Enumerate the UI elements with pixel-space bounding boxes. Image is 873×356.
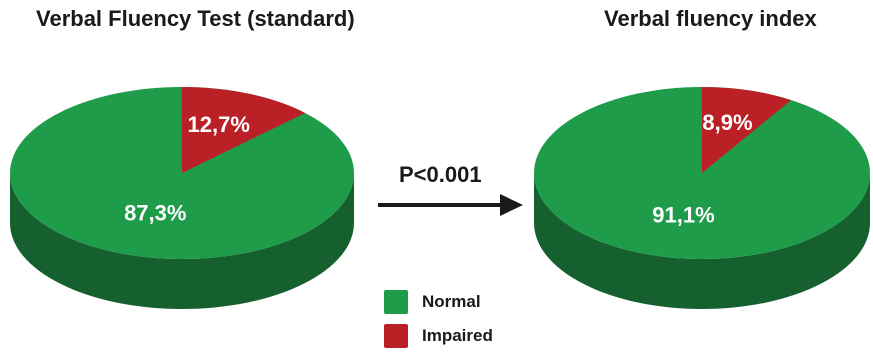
- pie-label-impaired-1: 8,9%: [702, 110, 752, 135]
- pie-side-1: [534, 173, 870, 309]
- pie-chart-right: 8,9% 91,1%: [534, 87, 870, 309]
- legend-swatch-normal: [384, 290, 408, 314]
- pie-label-impaired-0: 12,7%: [188, 112, 250, 137]
- legend-label-impaired: Impaired: [422, 326, 493, 345]
- arrow-right-icon: [378, 194, 523, 216]
- chart-title-right: Verbal fluency index: [604, 6, 817, 31]
- legend-swatch-impaired: [384, 324, 408, 348]
- pie-label-normal-0: 87,3%: [124, 201, 186, 226]
- legend: Normal Impaired: [384, 288, 493, 356]
- pie-label-normal-1: 91,1%: [652, 202, 714, 227]
- legend-label-normal: Normal: [422, 292, 481, 311]
- pie-slice-impaired-0: [182, 87, 306, 173]
- pie-slice-impaired-1: [702, 87, 792, 173]
- pie-chart-left: 12,7% 87,3%: [10, 87, 354, 309]
- p-value-label: P<0.001: [399, 162, 482, 187]
- legend-item-impaired: Impaired: [384, 322, 493, 350]
- chart-title-left: Verbal Fluency Test (standard): [36, 6, 355, 31]
- legend-item-normal: Normal: [384, 288, 493, 316]
- pie-side-0: [10, 173, 354, 309]
